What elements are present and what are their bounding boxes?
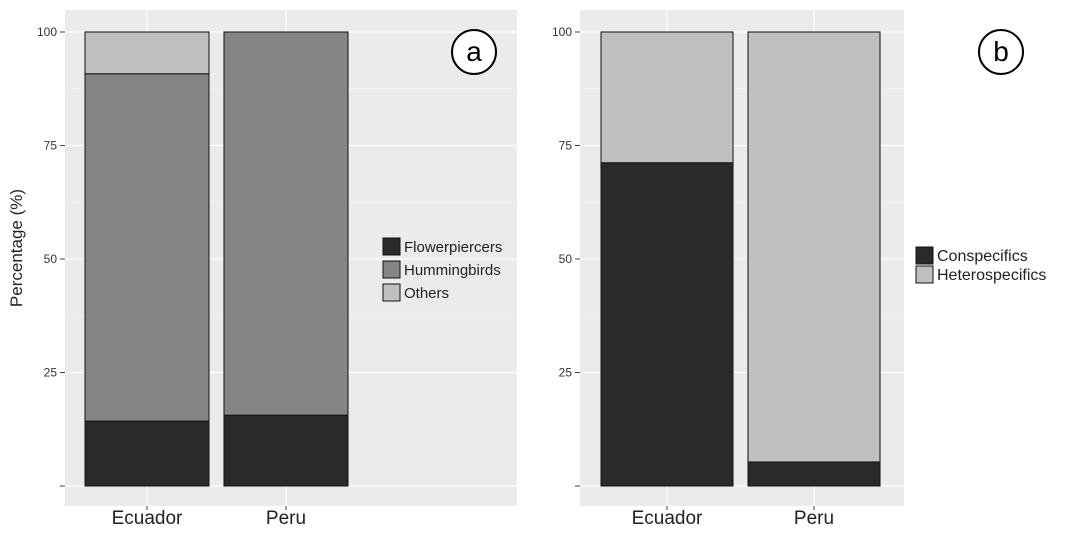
legend-label: Conspecifics	[937, 248, 1028, 265]
bar-segment	[223, 414, 349, 487]
panel-label-circle	[978, 29, 1024, 75]
y-tick-label: 50	[44, 252, 58, 266]
legend-label: Flowerpiercers	[404, 239, 502, 256]
bar-segment	[223, 31, 349, 416]
bar-segment	[84, 31, 210, 75]
panel-label-circle	[451, 29, 497, 75]
bar-segment	[84, 420, 210, 487]
y-axis-title: Percentage (%)	[7, 189, 26, 307]
legend-label: Others	[404, 285, 449, 302]
y-tick-label: 100	[552, 25, 572, 39]
legend-swatch	[382, 237, 401, 256]
x-tick-label: Peru	[266, 508, 306, 529]
bar-segment	[600, 162, 734, 487]
x-tick-label: Ecuador	[112, 508, 183, 529]
bar-segment	[747, 31, 881, 463]
y-tick-label: 25	[559, 366, 573, 380]
legend-label: Hummingbirds	[404, 262, 501, 279]
legend-swatch	[382, 260, 401, 279]
legend-swatch	[915, 246, 934, 265]
panel-label: b	[993, 36, 1009, 67]
y-tick-label: 100	[37, 25, 57, 39]
bar-segment	[84, 73, 210, 422]
legend-swatch	[915, 265, 934, 284]
y-tick-label: 50	[559, 252, 573, 266]
panel-label: a	[466, 36, 482, 67]
bar-segment	[747, 461, 881, 487]
legend-swatch	[382, 283, 401, 302]
y-tick-label: 25	[44, 366, 58, 380]
x-tick-label: Peru	[794, 508, 834, 529]
bar-segment	[600, 31, 734, 164]
y-tick-label: 75	[44, 139, 58, 153]
x-tick-label: Ecuador	[632, 508, 703, 529]
legend-label: Heterospecifics	[937, 267, 1046, 284]
y-tick-label: 75	[559, 139, 573, 153]
